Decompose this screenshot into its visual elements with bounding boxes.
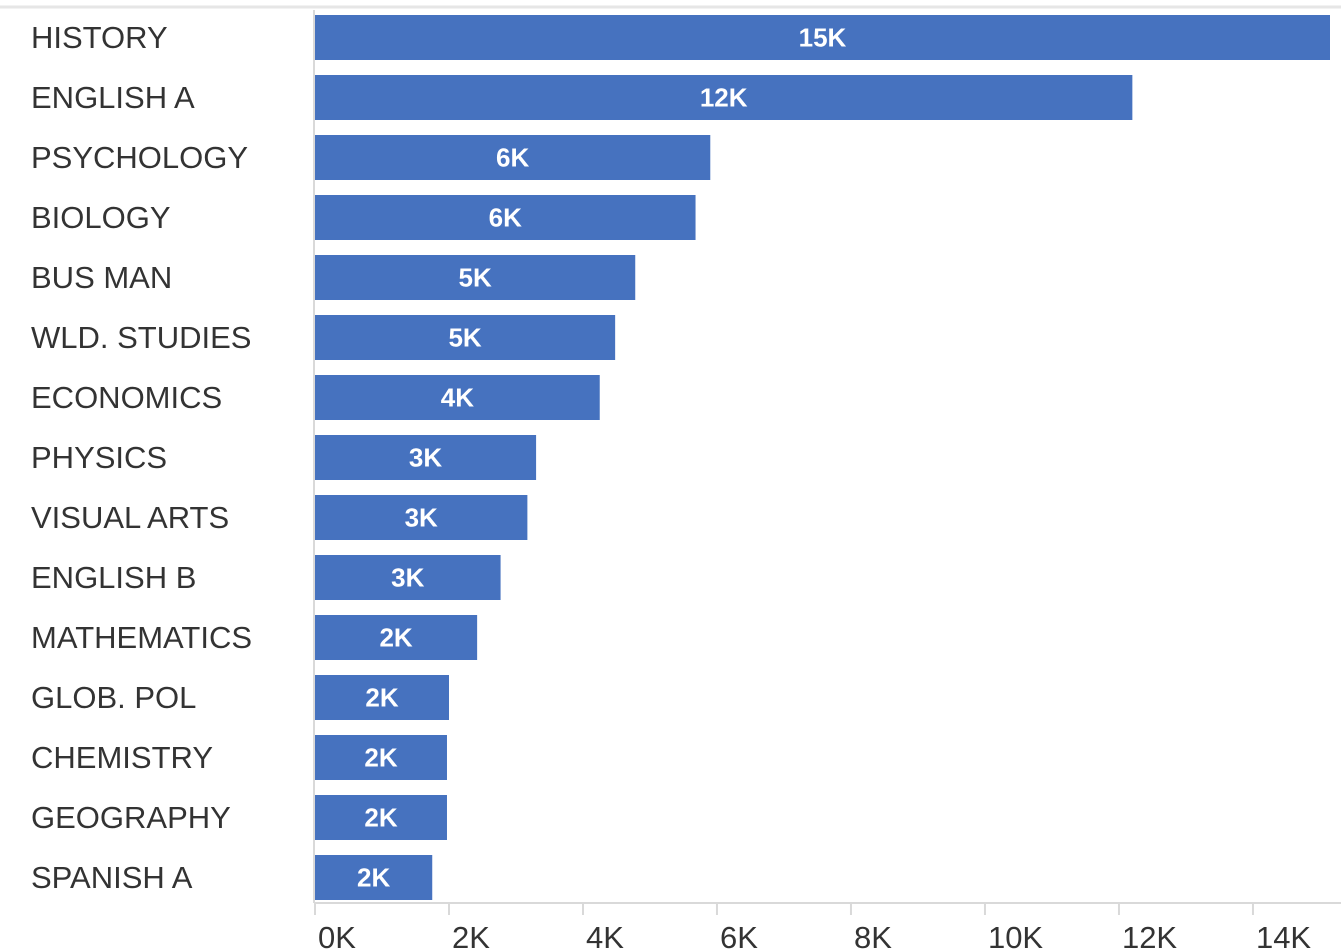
bars-group <box>315 15 1330 900</box>
bar-chemistry <box>315 735 447 780</box>
x-tick-label-7: 14K <box>1256 920 1311 951</box>
bar-geography <box>315 795 447 840</box>
data-label-visual-arts: 3K <box>405 503 438 533</box>
category-label-biology: BIOLOGY <box>31 200 171 235</box>
category-label-english-a: ENGLISH A <box>31 80 195 115</box>
category-label-visual-arts: VISUAL ARTS <box>31 500 229 535</box>
category-label-glob-pol: GLOB. POL <box>31 680 196 715</box>
data-label-wld-studies: 5K <box>448 323 481 353</box>
bar-bus-man <box>315 255 636 300</box>
category-label-chemistry: CHEMISTRY <box>31 740 213 775</box>
category-label-economics: ECONOMICS <box>31 380 222 415</box>
data-label-english-b: 3K <box>391 563 424 593</box>
category-label-psychology: PSYCHOLOGY <box>31 140 248 175</box>
data-label-biology: 6K <box>489 203 522 233</box>
category-label-geography: GEOGRAPHY <box>31 800 231 835</box>
category-label-bus-man: BUS MAN <box>31 260 172 295</box>
category-label-mathematics: MATHEMATICS <box>31 620 252 655</box>
data-label-bus-man: 5K <box>458 263 491 293</box>
category-label-wld-studies: WLD. STUDIES <box>31 320 251 355</box>
category-label-physics: PHYSICS <box>31 440 167 475</box>
x-tick-label-6: 12K <box>1122 920 1177 951</box>
data-label-psychology: 6K <box>496 143 529 173</box>
x-tick-label-0: 0K <box>318 920 356 951</box>
bar-mathematics <box>315 615 478 660</box>
bar-english-a <box>315 75 1133 120</box>
bar-economics <box>315 375 600 420</box>
bar-glob-pol <box>315 675 449 720</box>
data-label-spanish-a: 2K <box>357 863 390 893</box>
bar-physics <box>315 435 537 480</box>
data-label-history: 15K <box>799 23 847 53</box>
data-labels-group: 15K 12K 6K 6K 5K 5K 4K 3K 3K 3K 2K 2K 2K 2K 2K <box>357 23 847 893</box>
x-tick-label-3: 6K <box>720 920 758 951</box>
bar-english-b <box>315 555 501 600</box>
x-tick-label-4: 8K <box>854 920 892 951</box>
bar-visual-arts <box>315 495 528 540</box>
bar-psychology <box>315 135 711 180</box>
data-label-economics: 4K <box>441 383 474 413</box>
x-tick-label-1: 2K <box>452 920 490 951</box>
bar-biology <box>315 195 696 240</box>
data-label-mathematics: 2K <box>379 623 412 653</box>
data-label-glob-pol: 2K <box>365 683 398 713</box>
x-tick-label-2: 4K <box>586 920 624 951</box>
category-labels-group: HISTORY ENGLISH A PSYCHOLOGY BIOLOGY BUS MAN… <box>31 20 252 895</box>
data-label-geography: 2K <box>364 803 397 833</box>
bar-history <box>315 15 1330 60</box>
bar-wld-studies <box>315 315 616 360</box>
data-label-chemistry: 2K <box>364 743 397 773</box>
bar-spanish-a <box>315 855 433 900</box>
x-axis: 0K 2K 4K 6K 8K 10K 12K 14K <box>313 10 1341 951</box>
data-label-physics: 3K <box>409 443 442 473</box>
category-label-history: HISTORY <box>31 20 168 55</box>
x-tick-label-5: 10K <box>988 920 1043 951</box>
category-label-english-b: ENGLISH B <box>31 560 196 595</box>
category-label-spanish-a: SPANISH A <box>31 860 193 895</box>
data-label-english-a: 12K <box>700 83 748 113</box>
